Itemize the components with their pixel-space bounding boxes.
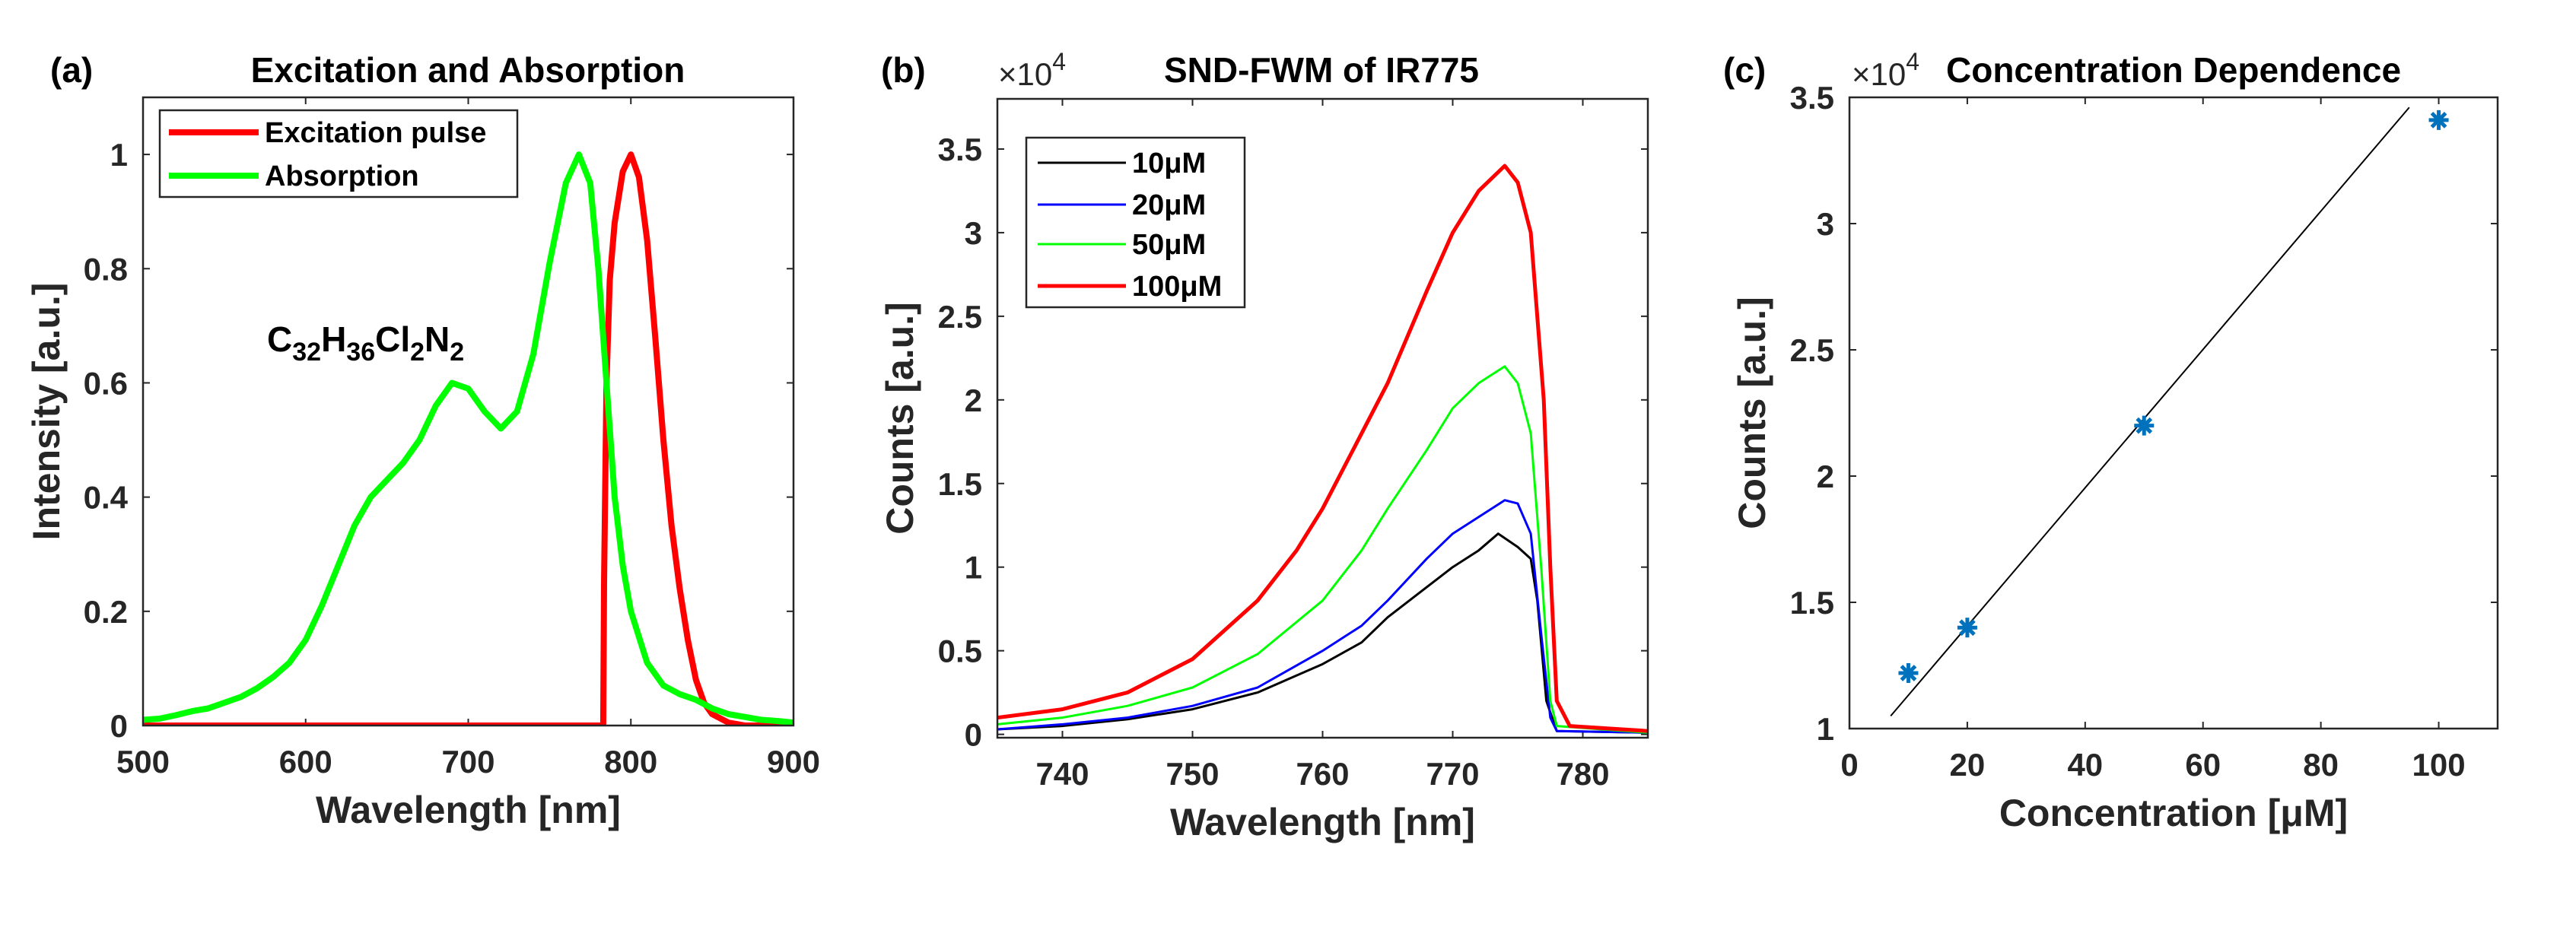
chart-title: SND-FWM of IR775 [1164, 50, 1479, 90]
formula-element: H [321, 319, 346, 359]
axis-multiplier: ×104 [998, 48, 1066, 92]
series-line-20-m [997, 499, 1648, 734]
panel-a: 500 600 700 800 900 0 0.2 0.4 0.6 0.8 1 Wavelength … [25, 50, 820, 831]
plot-area [143, 151, 793, 726]
y-tick-label: 0 [110, 708, 128, 744]
legend: Excitation pulse Absorption [158, 109, 519, 198]
legend-label: Absorption [265, 160, 419, 192]
axis-exponent: 4 [1052, 48, 1066, 75]
y-tick-label: 0.2 [84, 594, 128, 630]
axis-exponent: 4 [1906, 48, 1919, 75]
y-tick-label: 0.4 [84, 480, 129, 516]
asterisk-stroke [1900, 665, 1917, 681]
x-tick-label: 0 [1840, 747, 1858, 783]
x-tick-label: 700 [441, 744, 495, 780]
x-axis-label: Concentration [μM] [1999, 792, 2348, 834]
series-line-50-m [997, 365, 1648, 734]
legend-box [1025, 136, 1246, 309]
formula-subscript: 2 [410, 338, 425, 367]
legend-box [158, 109, 519, 198]
panel-c: 0 20 40 60 80 100 1 1.5 2 2.5 3 3.5 Concentration [μ… [1723, 48, 2499, 834]
legend-label: 10μM [1132, 148, 1206, 179]
fit-line [1890, 106, 2410, 717]
plot-area [1890, 106, 2449, 717]
x-tick-label: 20 [1950, 747, 1986, 783]
formula-subscript: 32 [292, 338, 321, 367]
chart-title: Concentration Dependence [1946, 50, 2401, 90]
y-tick-label: 3 [1817, 206, 1834, 242]
y-tick-label: 1 [965, 550, 982, 586]
legend-label: 20μM [1132, 189, 1206, 221]
panel-label: (b) [881, 50, 926, 90]
axes-frame [996, 97, 1649, 739]
y-tick-label: 1.5 [1790, 585, 1834, 621]
y-tick-label: 2.5 [938, 299, 982, 335]
series-line-absorption [143, 151, 793, 726]
formula-element: C [267, 319, 292, 359]
x-tick-label: 750 [1166, 756, 1219, 792]
x-tick-label: 60 [2185, 747, 2221, 783]
legend-label: Excitation pulse [265, 117, 486, 149]
x-axis-label: Wavelength [nm] [1170, 801, 1475, 843]
y-tick-label: 0.8 [84, 251, 128, 287]
x-tick-label: 40 [2067, 747, 2103, 783]
data-point-asterisk [1957, 618, 1977, 638]
formula-annotation: C32H36Cl2N2 [267, 319, 464, 367]
series-line-excitation-pulse [143, 151, 793, 726]
x-tick-label: 600 [279, 744, 332, 780]
x-tick-label: 80 [2303, 747, 2339, 783]
x-tick-label: 500 [116, 744, 170, 780]
y-tick-label: 3 [965, 215, 982, 251]
axis-multiplier: ×104 [1852, 48, 1919, 92]
y-axis-label: Counts [a.u.] [1731, 297, 1773, 529]
x-tick-label: 740 [1035, 756, 1089, 792]
y-tick-label: 2 [1817, 459, 1834, 494]
formula-element: Cl [375, 319, 410, 359]
x-tick-label: 760 [1296, 756, 1349, 792]
formula-element: N [425, 319, 450, 359]
chart-title: Excitation and Absorption [251, 50, 685, 90]
asterisk-stroke [2136, 417, 2153, 434]
y-tick-label: 1 [1817, 711, 1834, 747]
x-tick-label: 900 [767, 744, 820, 780]
data-point-asterisk [2428, 110, 2449, 130]
data-point-asterisk [1898, 662, 1919, 683]
y-axis-label: Intensity [a.u.] [25, 283, 68, 541]
panel-label: (a) [50, 50, 93, 90]
y-tick-label: 1 [110, 137, 128, 173]
panel-label: (c) [1723, 50, 1766, 90]
asterisk-stroke [1959, 619, 1976, 637]
legend: 10μM 20μM 50μM 100μM [1025, 136, 1246, 309]
legend-label: 50μM [1132, 229, 1206, 261]
y-axis-label: Counts [a.u.] [879, 302, 921, 535]
y-tick-label: 2 [965, 383, 982, 418]
plot-area [997, 164, 1648, 734]
x-axis-label: Wavelength [nm] [316, 789, 621, 831]
y-tick-label: 0 [965, 717, 982, 753]
x-tick-label: 100 [2412, 747, 2466, 783]
legend-label: 100μM [1132, 271, 1222, 303]
panel-b: 740 750 760 770 780 0 0.5 1 1.5 2 2.5 3 3.5 Wavelengt… [879, 48, 1649, 843]
y-tick-label: 3.5 [938, 132, 982, 167]
x-tick-label: 770 [1426, 756, 1479, 792]
axes-frame [142, 96, 795, 727]
x-tick-label: 800 [604, 744, 657, 780]
y-tick-label: 0.5 [938, 634, 982, 669]
y-tick-label: 0.6 [84, 365, 128, 401]
y-tick-label: 2.5 [1790, 332, 1834, 368]
formula-subscript: 2 [450, 338, 464, 367]
axes-frame [1848, 96, 2499, 730]
asterisk-stroke [2430, 112, 2447, 129]
series-line-100-m [997, 164, 1648, 733]
data-point-asterisk [2134, 415, 2155, 436]
y-tick-label: 3.5 [1790, 80, 1834, 116]
y-tick-label: 1.5 [938, 466, 982, 502]
x-tick-label: 780 [1556, 756, 1609, 792]
formula-subscript: 36 [346, 338, 375, 367]
